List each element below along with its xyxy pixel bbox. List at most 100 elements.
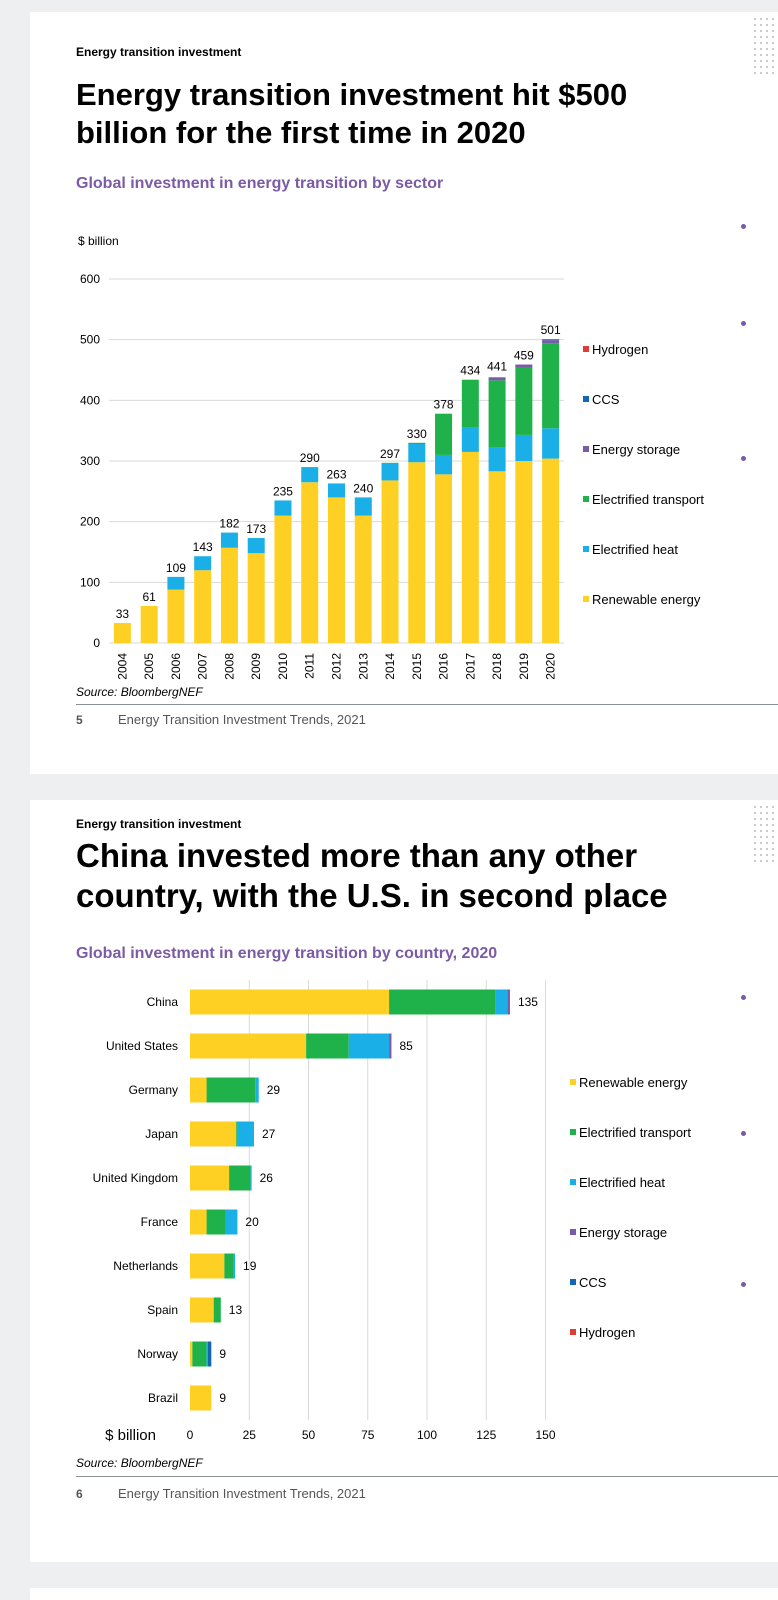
bar-segment-electrified-heat xyxy=(435,454,453,475)
bar-segment-electrified-heat xyxy=(515,434,533,461)
bar-segment-renewable-energy xyxy=(113,622,131,643)
legend-swatch xyxy=(583,446,589,452)
bar-segment-renewable-energy xyxy=(190,989,390,1015)
legend-item-electrified-transport: Electrified transport xyxy=(583,492,713,507)
legend-item-ccs: CCS xyxy=(583,392,713,407)
bar-segment-electrified-heat xyxy=(220,532,238,548)
bar-segment-electrified-heat xyxy=(250,1165,252,1191)
bar-total-label: 182 xyxy=(219,517,239,531)
legend-item-energy-storage: Energy storage xyxy=(583,442,713,457)
category-label: United Kingdom xyxy=(93,1171,178,1185)
bar-segment-electrified-heat xyxy=(488,447,506,472)
legend-label: Hydrogen xyxy=(579,1325,636,1340)
bar-segment-renewable-energy xyxy=(354,515,372,643)
legend-swatch xyxy=(583,496,589,502)
headline-line-1: Energy transition investment hit $500 xyxy=(76,77,628,112)
legend-swatch xyxy=(570,1179,576,1185)
x-tick-label: 2012 xyxy=(330,653,344,680)
category-label: France xyxy=(141,1215,179,1229)
slide-headline: Energy transition investment hit $500 bi… xyxy=(76,76,627,152)
bar-segment-hydrogen xyxy=(542,339,560,340)
bar-total-label: 27 xyxy=(262,1127,276,1141)
legend-item-electrified-transport: Electrified transport xyxy=(570,1125,700,1140)
x-tick-label: 2017 xyxy=(463,653,477,680)
legend-swatch xyxy=(583,396,589,402)
x-tick-label: 2006 xyxy=(169,653,183,680)
bullet-marker xyxy=(741,456,746,461)
bar-segment-renewable-energy xyxy=(190,1121,237,1147)
slide-kicker: Energy transition investment xyxy=(76,817,242,831)
bar-segment-renewable-energy xyxy=(381,480,399,643)
page-number: 6 xyxy=(76,1487,83,1501)
bar-segment-electrified-transport xyxy=(542,343,560,429)
x-tick-label: 2016 xyxy=(437,653,451,680)
bar-segment-energy-storage xyxy=(515,364,533,368)
chart-source: Source: BloombergNEF xyxy=(76,1456,203,1470)
bar-segment-electrified-transport xyxy=(206,1077,256,1103)
bar-total-label: 441 xyxy=(487,359,507,373)
corner-dots xyxy=(752,804,774,866)
x-tick-label: 2014 xyxy=(383,653,397,680)
bar-segment-electrified-transport xyxy=(515,367,533,435)
bar-segment-renewable-energy xyxy=(190,1165,230,1191)
bar-segment-electrified-heat xyxy=(247,538,265,554)
bar-segment-renewable-energy xyxy=(190,1385,212,1411)
headline-line-2: country, with the U.S. in second place xyxy=(76,877,668,915)
bar-total-label: 33 xyxy=(116,607,130,621)
y-axis-label: $ billion xyxy=(78,234,119,248)
slide-sector: Energy transition investment Energy tran… xyxy=(30,12,778,774)
bar-segment-ccs xyxy=(207,1341,212,1367)
bar-segment-electrified-heat xyxy=(328,483,345,498)
x-tick-label: 2004 xyxy=(115,653,129,680)
bar-segment-electrified-heat xyxy=(233,1253,236,1279)
bar-total-label: 290 xyxy=(300,451,320,465)
bar-total-label: 263 xyxy=(326,467,346,481)
bar-segment-electrified-transport xyxy=(435,413,453,455)
legend-item-hydrogen: Hydrogen xyxy=(583,342,713,357)
bar-segment-electrified-heat xyxy=(408,444,426,463)
slide-country: Energy transition investment China inves… xyxy=(30,800,778,1562)
legend-label: CCS xyxy=(579,1275,607,1290)
bar-segment-electrified-heat xyxy=(495,989,508,1015)
bar-segment-electrified-heat xyxy=(167,576,185,590)
x-tick-label: 150 xyxy=(535,1428,555,1442)
bar-segment-ccs xyxy=(542,339,560,341)
bar-segment-electrified-transport xyxy=(224,1253,234,1279)
x-tick-label: 2011 xyxy=(303,653,317,679)
footer-divider xyxy=(76,1476,778,1477)
category-label: Netherlands xyxy=(113,1259,178,1273)
country-stacked-bar-chart: 0 25 50 75 100 125 150 $ billion China 135 United … xyxy=(93,980,556,1444)
bar-segment-renewable-energy xyxy=(190,1341,193,1367)
headline-line-1: China invested more than any other xyxy=(76,837,638,874)
legend-item-ccs: CCS xyxy=(570,1275,700,1290)
legend-swatch xyxy=(583,546,589,552)
x-tick-label: 2019 xyxy=(517,653,531,680)
bar-total-label: 135 xyxy=(518,995,538,1009)
bar-segment-electrified-transport xyxy=(192,1341,207,1367)
bar-segment-renewable-energy xyxy=(167,589,185,643)
bar-segment-electrified-heat xyxy=(381,463,399,481)
y-tick-label: 400 xyxy=(80,393,100,407)
headline-line-2: billion for the first time in 2020 xyxy=(76,114,526,150)
chart-source: Source: BloombergNEF xyxy=(76,685,203,699)
legend-label: Renewable energy xyxy=(579,1075,688,1090)
bar-segment-electrified-transport xyxy=(389,989,496,1015)
bar-segment-renewable-energy xyxy=(328,497,345,643)
y-tick-label: 600 xyxy=(80,272,100,286)
bullet-marker xyxy=(741,321,746,326)
category-label: Norway xyxy=(137,1347,178,1361)
bar-total-label: 9 xyxy=(219,1347,226,1361)
bar-segment-renewable-energy xyxy=(488,471,506,643)
bar-segment-renewable-energy xyxy=(194,570,212,643)
bar-segment-renewable-energy xyxy=(190,1253,225,1279)
x-tick-label: 2009 xyxy=(249,653,263,680)
x-axis-label: $ billion xyxy=(105,1427,156,1444)
legend-label: Electrified heat xyxy=(579,1175,665,1190)
bar-segment-electrified-transport xyxy=(381,462,399,464)
legend-item-electrified-heat: Electrified heat xyxy=(570,1175,700,1190)
bar-segment-renewable-energy xyxy=(247,553,265,643)
bar-total-label: 297 xyxy=(380,447,400,461)
bar-total-label: 434 xyxy=(460,364,480,378)
y-tick-label: 100 xyxy=(80,575,100,589)
bar-total-label: 143 xyxy=(193,540,213,554)
